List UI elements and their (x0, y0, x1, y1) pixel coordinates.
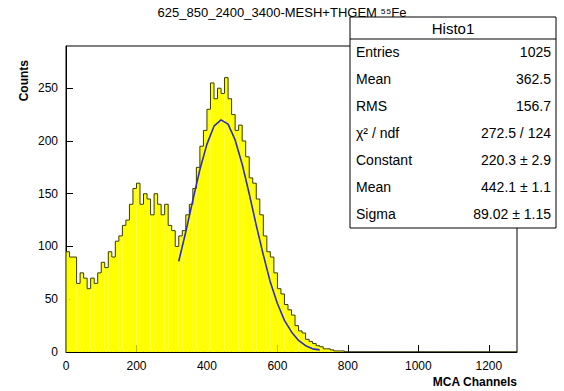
svg-text:100: 100 (38, 239, 58, 253)
svg-text:400: 400 (197, 359, 217, 373)
svg-text:0: 0 (51, 345, 58, 359)
svg-text:625_850_2400_3400-MESH+THGEM ⁵: 625_850_2400_3400-MESH+THGEM ⁵⁵Fe (158, 5, 407, 20)
svg-text:800: 800 (338, 359, 358, 373)
svg-text:MCA Channels: MCA Channels (433, 375, 518, 389)
svg-text:200: 200 (126, 359, 146, 373)
svg-text:Histo1: Histo1 (432, 20, 475, 37)
svg-text:50: 50 (45, 292, 59, 306)
svg-text:600: 600 (267, 359, 287, 373)
svg-text:Mean: Mean (356, 179, 391, 195)
svg-text:362.5: 362.5 (516, 71, 551, 87)
svg-text:442.1 ± 1.1: 442.1 ± 1.1 (481, 179, 551, 195)
svg-text:150: 150 (38, 187, 58, 201)
svg-text:Mean: Mean (356, 71, 391, 87)
svg-text:200: 200 (38, 134, 58, 148)
svg-text:RMS: RMS (356, 98, 387, 114)
svg-text:0: 0 (63, 359, 70, 373)
svg-text:272.5 / 124: 272.5 / 124 (481, 125, 551, 141)
svg-text:1000: 1000 (405, 359, 432, 373)
svg-text:Sigma: Sigma (356, 206, 396, 222)
svg-text:220.3 ± 2.9: 220.3 ± 2.9 (481, 152, 551, 168)
svg-text:Counts: Counts (17, 60, 31, 102)
svg-text:χ² / ndf: χ² / ndf (356, 125, 399, 141)
svg-text:Entries: Entries (356, 44, 400, 60)
svg-text:250: 250 (38, 81, 58, 95)
svg-text:89.02 ± 1.15: 89.02 ± 1.15 (473, 206, 551, 222)
svg-text:1025: 1025 (520, 44, 551, 60)
svg-text:1200: 1200 (475, 359, 502, 373)
svg-text:Constant: Constant (356, 152, 412, 168)
svg-text:156.7: 156.7 (516, 98, 551, 114)
